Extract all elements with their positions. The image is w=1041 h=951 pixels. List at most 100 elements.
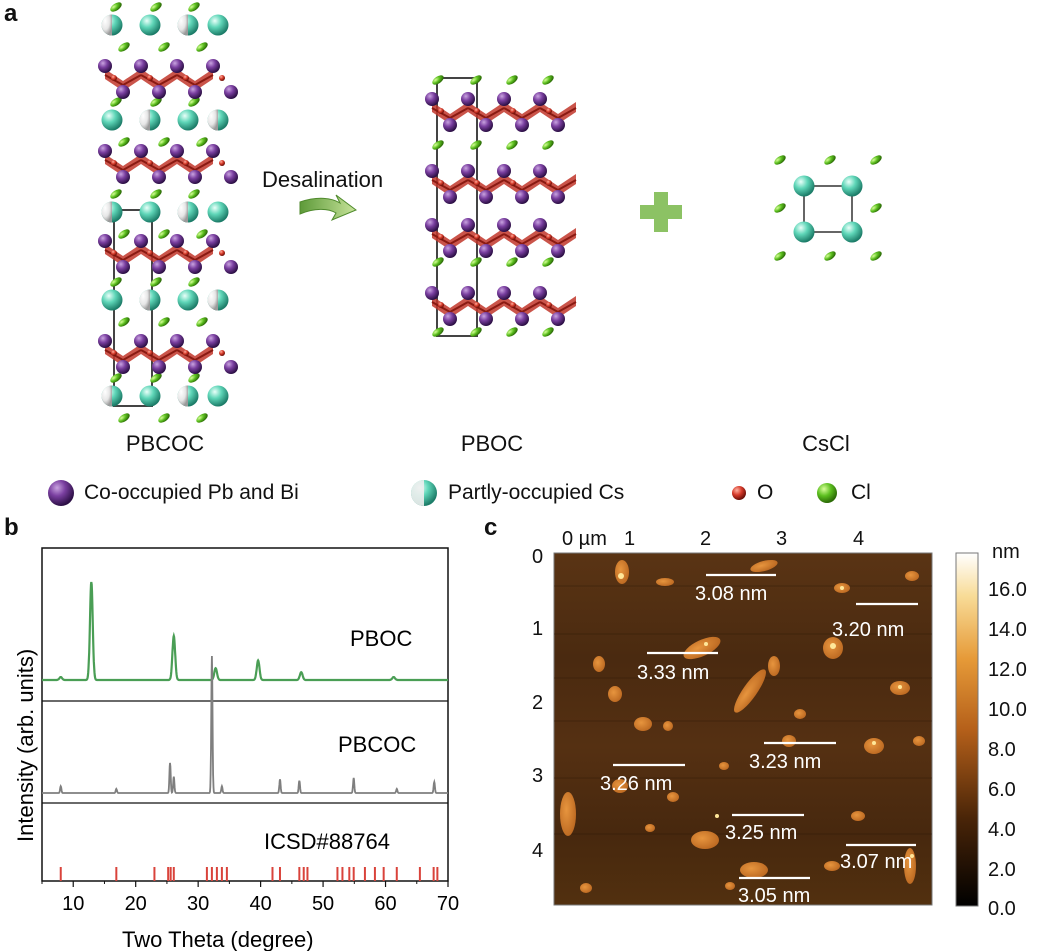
pbbi-atom: [224, 260, 238, 274]
pbbi-atom: [116, 360, 130, 374]
pbbi-atom: [98, 234, 112, 248]
cl-legend-icon: [817, 483, 837, 503]
cl-atom: [110, 97, 122, 107]
o-atom: [474, 302, 480, 308]
pbo-bond-line: [557, 233, 577, 245]
cscl-structure: [774, 155, 882, 261]
height-label-7: 3.07 nm: [840, 851, 912, 873]
pbbi-atom: [152, 85, 166, 99]
desalination-arrow: [299, 194, 357, 222]
x-tick-label-20: 20: [125, 893, 147, 915]
colorbar: [955, 552, 979, 907]
cl-atom: [542, 327, 554, 337]
height-label-5: 3.26 nm: [600, 773, 672, 795]
pbo-bond-line: [194, 159, 214, 171]
cs-atom-vacancy: [177, 385, 188, 407]
afm-scan-lines: [554, 585, 932, 835]
pbbi-atom: [497, 286, 511, 300]
o-atom: [147, 75, 153, 81]
x-axis-title: Two Theta (degree): [122, 927, 314, 951]
pbbi-atom: [224, 360, 238, 374]
cs-atom: [101, 109, 123, 131]
pbo-bond-line: [521, 107, 541, 119]
cl-atom: [870, 203, 882, 213]
cs-atom: [177, 109, 199, 131]
legend-o-label: O: [757, 481, 774, 504]
cs-atom-vacancy: [177, 201, 188, 223]
cbar-tick-10: 10.0: [988, 699, 1027, 721]
pbcoc-label: PBCOC: [125, 431, 205, 456]
cl-atom: [432, 140, 444, 150]
pbo-bond-line: [122, 249, 142, 261]
height-label-8: 3.05 nm: [738, 885, 810, 907]
x-tick-3: 3: [776, 528, 787, 550]
o-atom: [219, 75, 225, 81]
y-axis-title: Intensity (arb. units): [13, 649, 38, 842]
pbbi-atom: [116, 85, 130, 99]
o-atom: [510, 234, 516, 240]
o-atom: [111, 75, 117, 81]
cl-atom: [774, 251, 786, 261]
pbbi-atom: [188, 360, 202, 374]
pbbi-atom: [533, 286, 547, 300]
o-atom: [474, 234, 480, 240]
icsd-sticks: [59, 867, 439, 881]
pbbi-atom: [425, 92, 439, 106]
cl-atom: [824, 251, 836, 261]
cl-atom: [150, 373, 162, 383]
pbo-bond-line: [158, 249, 178, 261]
pbbi-atom: [425, 218, 439, 232]
x-tick-2: 2: [700, 528, 711, 550]
pbbi-atom: [224, 85, 238, 99]
cs-atom: [207, 385, 229, 407]
legend-cs-label: Partly-occupied Cs: [448, 481, 625, 504]
xrd-plot-frame: [41, 547, 449, 882]
pbcoc-structure: [98, 2, 238, 423]
pbbi-atom: [152, 260, 166, 274]
cs-atom: [207, 14, 229, 36]
pbbi-atom: [152, 170, 166, 184]
crystal-structures-diagram: [98, 2, 882, 423]
x-tick-4: 4: [853, 528, 864, 550]
cl-atom: [196, 229, 208, 239]
pbbi-atom: [515, 312, 529, 326]
pbbi-atom: [479, 244, 493, 258]
cl-atom: [158, 317, 170, 327]
o-atom: [438, 234, 444, 240]
o-atom: [510, 302, 516, 308]
o-legend-icon: [732, 486, 746, 500]
cl-atom: [470, 140, 482, 150]
y-tick-0: 0: [532, 546, 543, 568]
o-atom: [474, 108, 480, 114]
height-label-3: 3.33 nm: [637, 662, 709, 684]
o-atom: [111, 350, 117, 356]
pbo-bond-line: [122, 74, 142, 86]
pbbi-atom: [134, 334, 148, 348]
pbbi-atom: [479, 190, 493, 204]
pbbi-atom: [461, 218, 475, 232]
pbcoc-trace: [42, 655, 448, 795]
height-label-6: 3.25 nm: [725, 822, 797, 844]
pbbi-atom: [461, 164, 475, 178]
pbo-bond-line: [485, 107, 505, 119]
legend-cl-label: Cl: [851, 481, 871, 504]
cs-atom: [139, 201, 161, 223]
pbo-bond-line: [122, 159, 142, 171]
pbbi-atom: [206, 144, 220, 158]
pbbi-atom: [170, 144, 184, 158]
cl-atom: [118, 317, 130, 327]
pbbi-atom: [515, 118, 529, 132]
icsd-series-label: ICSD#88764: [264, 829, 390, 854]
o-atom: [111, 250, 117, 256]
cl-atom: [870, 251, 882, 261]
pbbi-atom: [461, 286, 475, 300]
cl-atom: [118, 413, 130, 423]
pbbi-atom: [170, 234, 184, 248]
afm-image: [553, 552, 933, 906]
pbo-bond-line: [521, 301, 541, 313]
bright-spots: [618, 573, 914, 858]
desalination-label: Desalination: [262, 167, 384, 192]
cl-atom: [542, 257, 554, 267]
cl-atom: [158, 413, 170, 423]
pboc-trace: [42, 581, 448, 682]
